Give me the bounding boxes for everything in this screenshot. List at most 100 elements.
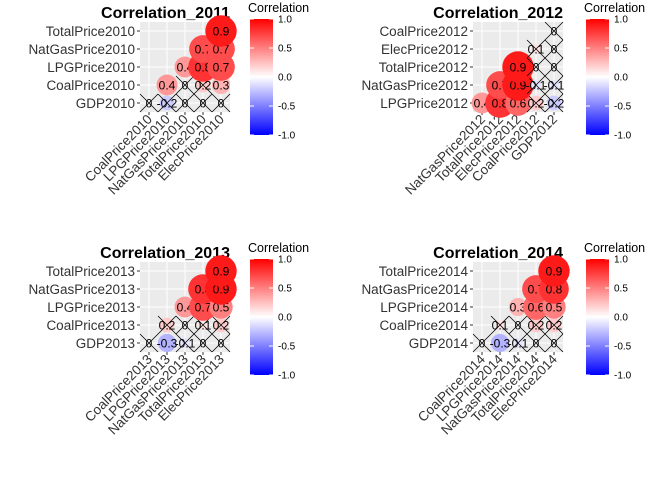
- y-tick-label: TotalPrice2012: [379, 60, 468, 75]
- chart-title: Correlation_2014: [433, 245, 563, 262]
- insignificant-cross: [526, 39, 546, 59]
- correlation-label: 0.9: [213, 25, 230, 39]
- correlation-panel: Correlation_2013 GDP2013 CoalPrice2013 LPGP…: [28, 241, 309, 437]
- y-tick-label: NatGasPrice2012: [361, 78, 468, 93]
- correlation-label: 0.9: [546, 265, 563, 279]
- insignificant-cross: [175, 75, 195, 95]
- insignificant-cross: [544, 75, 564, 95]
- insignificant-cross: [508, 315, 528, 335]
- legend-tick-label: -1.0: [614, 131, 632, 142]
- y-tick-label: GDP2014: [409, 336, 469, 351]
- insignificant-cross: [544, 39, 564, 59]
- y-tick-label: CoalPrice2014: [379, 318, 468, 333]
- insignificant-cross: [193, 93, 213, 113]
- correlation-label: 0.2: [546, 319, 563, 333]
- chart-title: Correlation_2013: [100, 245, 230, 262]
- correlation-circle: [538, 255, 570, 287]
- correlation-label: 0.3: [213, 79, 230, 93]
- y-tick-label: TotalPrice2010: [46, 24, 135, 39]
- correlation-label: 0: [551, 43, 558, 57]
- legend-tick-label: 0.5: [278, 284, 292, 295]
- correlation-label: 0.5: [546, 301, 563, 315]
- y-tick-label: LPGPrice2010: [47, 60, 135, 75]
- insignificant-cross: [175, 333, 195, 353]
- correlation-label: 0: [551, 61, 558, 75]
- insignificant-cross: [544, 333, 564, 353]
- correlation-panel: Correlation_2011 GDP2010 CoalPrice2010 LPGP…: [28, 1, 309, 197]
- correlation-label: 0.9: [213, 265, 230, 279]
- y-tick-label: LPGPrice2012: [380, 96, 468, 111]
- insignificant-cross: [544, 315, 564, 335]
- legend-colorbar: [250, 259, 273, 375]
- legend-tick-label: 0.0: [278, 73, 292, 84]
- correlation-circle: [490, 333, 510, 353]
- y-tick-label: CoalPrice2013: [46, 318, 135, 333]
- correlation-circle: [157, 333, 177, 353]
- correlation-label: 0: [533, 61, 540, 75]
- correlation-label: 0.2: [213, 319, 230, 333]
- correlation-label: 0.3: [510, 301, 527, 315]
- y-tick-label: NatGasPrice2014: [361, 282, 468, 297]
- legend-title: Correlation: [584, 241, 645, 255]
- legend-colorbar: [586, 259, 609, 375]
- legend-tick-label: -0.5: [278, 342, 296, 353]
- legend-tick-label: -1.0: [278, 371, 296, 382]
- insignificant-cross: [526, 315, 546, 335]
- insignificant-cross: [175, 93, 195, 113]
- correlation-label: 0.9: [510, 61, 527, 75]
- y-tick-label: LPGPrice2014: [380, 300, 468, 315]
- correlation-label: 0.7: [195, 301, 212, 315]
- correlation-label: 0.2: [159, 319, 176, 333]
- correlation-label: 0.7: [213, 61, 230, 75]
- correlation-label: 0: [200, 337, 207, 351]
- correlation-label: 0.1: [195, 319, 212, 333]
- correlation-label: 0: [515, 319, 522, 333]
- correlation-circle: [205, 255, 237, 287]
- correlation-label: 0.1: [492, 319, 509, 333]
- y-tick-label: NatGasPrice2013: [28, 282, 135, 297]
- y-tick-label: GDP2013: [76, 336, 135, 351]
- insignificant-cross: [526, 93, 546, 113]
- correlation-label: 0: [551, 25, 558, 39]
- correlation-label: -0.3: [157, 337, 178, 351]
- insignificant-cross: [139, 333, 159, 353]
- insignificant-cross: [211, 333, 231, 353]
- insignificant-cross: [157, 93, 177, 113]
- insignificant-cross: [175, 315, 195, 335]
- legend-tick-label: -0.5: [614, 102, 632, 113]
- legend-title: Correlation: [584, 1, 645, 15]
- correlation-circle: [508, 297, 528, 317]
- y-tick-label: CoalPrice2012: [379, 24, 468, 39]
- legend-tick-label: 0.5: [614, 284, 628, 295]
- correlation-label: 0.2: [528, 319, 545, 333]
- correlation-circle: [502, 51, 534, 83]
- legend-tick-label: 0.0: [278, 313, 292, 324]
- correlation-label: 0.7: [195, 43, 212, 57]
- correlation-label: 0.4: [177, 301, 194, 315]
- insignificant-cross: [472, 333, 492, 353]
- y-tick-label: ElecPrice2012: [381, 42, 468, 57]
- chart-title: Correlation_2011: [101, 5, 230, 22]
- correlation-label: 0: [533, 337, 540, 351]
- y-tick-label: TotalPrice2013: [46, 264, 135, 279]
- legend-tick-label: 0.0: [614, 73, 628, 84]
- insignificant-cross: [526, 333, 546, 353]
- insignificant-cross: [544, 57, 564, 77]
- correlation-label: 0.8: [195, 61, 212, 75]
- insignificant-cross: [157, 315, 177, 335]
- correlation-panels: Correlation_2011 GDP2010 CoalPrice2010 LPGP…: [28, 1, 645, 437]
- chart-title: Correlation_2012: [433, 5, 563, 22]
- legend-tick-label: 0.0: [614, 313, 628, 324]
- correlation-label: 0: [182, 97, 189, 111]
- correlation-panel: Correlation_2014 GDP2014 CoalPrice2014 LPGP…: [361, 241, 645, 437]
- correlation-label: -0.3: [490, 337, 511, 351]
- correlation-label: 0: [182, 79, 189, 93]
- y-tick-label: CoalPrice2010: [46, 78, 135, 93]
- legend-tick-label: 1.0: [614, 15, 628, 26]
- correlation-label: -0.1: [175, 337, 196, 351]
- correlation-label: -0.1: [544, 79, 565, 93]
- correlation-label: 0.6: [528, 301, 545, 315]
